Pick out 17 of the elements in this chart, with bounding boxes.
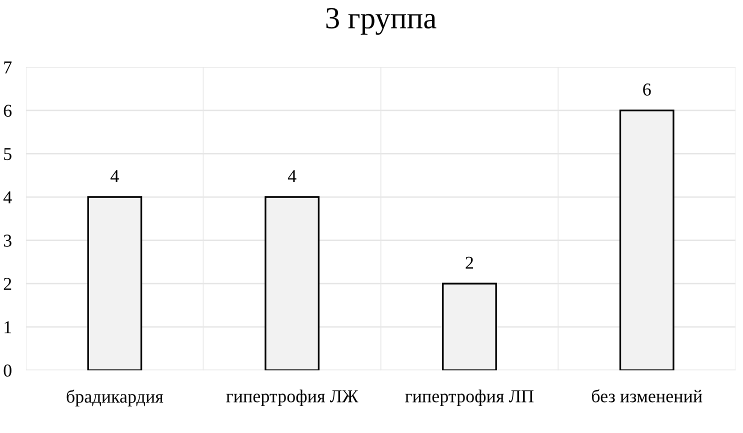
y-tick-label: 0 (4, 364, 12, 377)
y-tick-label: 3 (4, 234, 12, 247)
y-tick-label: 2 (4, 278, 12, 290)
x-tick-label: гипертрофия ЛП (405, 390, 534, 406)
y-tick-label: 4 (3, 191, 12, 204)
y-tick-label: 7 (4, 62, 12, 74)
data-label: 4 (110, 170, 119, 182)
y-tick-label: 5 (4, 148, 12, 160)
data-label: 2 (466, 256, 473, 269)
chart-title: 3 группа (326, 8, 436, 35)
x-tick-label: гипертрофия ЛЖ (226, 390, 358, 406)
y-tick-label: 1 (4, 321, 12, 334)
x-tick-label: без изменений (592, 389, 702, 402)
y-tick-label: 6 (4, 104, 12, 117)
x-tick-label: брадикардия (66, 390, 164, 406)
data-label: 4 (288, 170, 296, 182)
data-label: 6 (643, 84, 651, 96)
